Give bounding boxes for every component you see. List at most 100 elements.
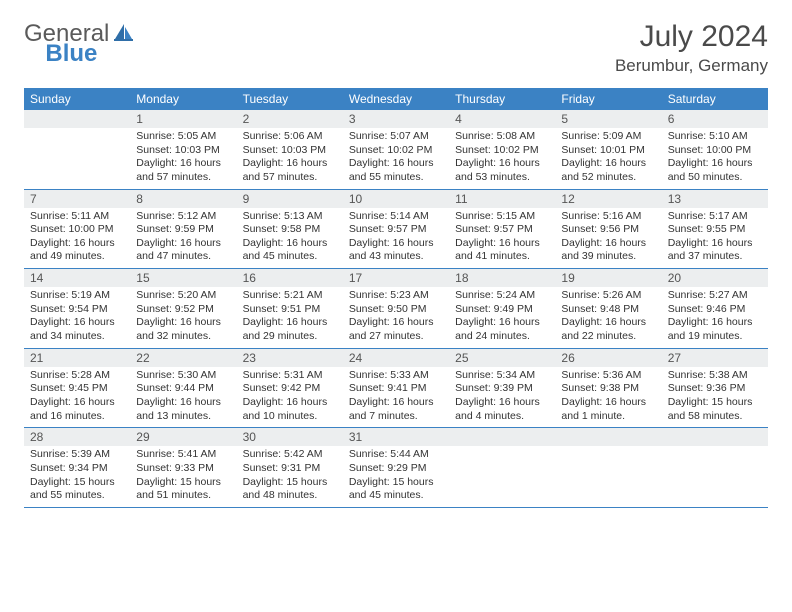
day-header: Sunday [24, 88, 130, 110]
day-details: Sunrise: 5:27 AMSunset: 9:46 PMDaylight:… [662, 287, 768, 348]
day-details: Sunrise: 5:08 AMSunset: 10:02 PMDaylight… [449, 128, 555, 189]
day-header: Tuesday [237, 88, 343, 110]
day-details: Sunrise: 5:30 AMSunset: 9:44 PMDaylight:… [130, 367, 236, 428]
sunrise-text: Sunrise: 5:21 AM [243, 289, 337, 303]
daylight-text: Daylight: 16 hours and 4 minutes. [455, 396, 549, 423]
daylight-text: Daylight: 16 hours and 39 minutes. [561, 237, 655, 264]
calendar-cell: 25Sunrise: 5:34 AMSunset: 9:39 PMDayligh… [449, 349, 555, 428]
sunset-text: Sunset: 9:45 PM [30, 382, 124, 396]
day-details: Sunrise: 5:12 AMSunset: 9:59 PMDaylight:… [130, 208, 236, 269]
daylight-text: Daylight: 16 hours and 1 minute. [561, 396, 655, 423]
day-number: 5 [555, 110, 661, 128]
day-number-empty [449, 428, 555, 446]
sunset-text: Sunset: 9:46 PM [668, 303, 762, 317]
sunrise-text: Sunrise: 5:19 AM [30, 289, 124, 303]
calendar-cell: 12Sunrise: 5:16 AMSunset: 9:56 PMDayligh… [555, 190, 661, 269]
day-number: 31 [343, 428, 449, 446]
daylight-text: Daylight: 16 hours and 13 minutes. [136, 396, 230, 423]
sunset-text: Sunset: 9:54 PM [30, 303, 124, 317]
sunrise-text: Sunrise: 5:11 AM [30, 210, 124, 224]
day-headers-row: Sunday Monday Tuesday Wednesday Thursday… [24, 88, 768, 110]
sunset-text: Sunset: 9:49 PM [455, 303, 549, 317]
daylight-text: Daylight: 16 hours and 27 minutes. [349, 316, 443, 343]
calendar-cell: 5Sunrise: 5:09 AMSunset: 10:01 PMDayligh… [555, 110, 661, 189]
calendar-cell: 16Sunrise: 5:21 AMSunset: 9:51 PMDayligh… [237, 269, 343, 348]
sunrise-text: Sunrise: 5:17 AM [668, 210, 762, 224]
calendar-cell: 29Sunrise: 5:41 AMSunset: 9:33 PMDayligh… [130, 428, 236, 507]
day-details: Sunrise: 5:39 AMSunset: 9:34 PMDaylight:… [24, 446, 130, 507]
sunset-text: Sunset: 9:29 PM [349, 462, 443, 476]
weeks-container: 1Sunrise: 5:05 AMSunset: 10:03 PMDayligh… [24, 110, 768, 508]
calendar-cell: 21Sunrise: 5:28 AMSunset: 9:45 PMDayligh… [24, 349, 130, 428]
sunrise-text: Sunrise: 5:08 AM [455, 130, 549, 144]
calendar-cell: 20Sunrise: 5:27 AMSunset: 9:46 PMDayligh… [662, 269, 768, 348]
day-details: Sunrise: 5:05 AMSunset: 10:03 PMDaylight… [130, 128, 236, 189]
sunrise-text: Sunrise: 5:30 AM [136, 369, 230, 383]
calendar-grid: Sunday Monday Tuesday Wednesday Thursday… [24, 88, 768, 508]
day-number: 10 [343, 190, 449, 208]
calendar-week: 14Sunrise: 5:19 AMSunset: 9:54 PMDayligh… [24, 269, 768, 349]
sunset-text: Sunset: 9:57 PM [349, 223, 443, 237]
daylight-text: Daylight: 16 hours and 53 minutes. [455, 157, 549, 184]
day-details: Sunrise: 5:06 AMSunset: 10:03 PMDaylight… [237, 128, 343, 189]
day-details: Sunrise: 5:38 AMSunset: 9:36 PMDaylight:… [662, 367, 768, 428]
sunrise-text: Sunrise: 5:09 AM [561, 130, 655, 144]
day-number: 1 [130, 110, 236, 128]
sunset-text: Sunset: 10:01 PM [561, 144, 655, 158]
day-details: Sunrise: 5:13 AMSunset: 9:58 PMDaylight:… [237, 208, 343, 269]
day-header: Monday [130, 88, 236, 110]
day-header: Saturday [662, 88, 768, 110]
calendar-cell: 8Sunrise: 5:12 AMSunset: 9:59 PMDaylight… [130, 190, 236, 269]
day-details: Sunrise: 5:09 AMSunset: 10:01 PMDaylight… [555, 128, 661, 189]
sunrise-text: Sunrise: 5:07 AM [349, 130, 443, 144]
day-number: 4 [449, 110, 555, 128]
calendar-cell: 15Sunrise: 5:20 AMSunset: 9:52 PMDayligh… [130, 269, 236, 348]
calendar-week: 1Sunrise: 5:05 AMSunset: 10:03 PMDayligh… [24, 110, 768, 190]
day-details: Sunrise: 5:41 AMSunset: 9:33 PMDaylight:… [130, 446, 236, 507]
daylight-text: Daylight: 15 hours and 51 minutes. [136, 476, 230, 503]
day-number: 24 [343, 349, 449, 367]
month-title: July 2024 [615, 20, 768, 54]
calendar-cell: 31Sunrise: 5:44 AMSunset: 9:29 PMDayligh… [343, 428, 449, 507]
daylight-text: Daylight: 16 hours and 16 minutes. [30, 396, 124, 423]
daylight-text: Daylight: 16 hours and 57 minutes. [136, 157, 230, 184]
day-number: 11 [449, 190, 555, 208]
day-number: 27 [662, 349, 768, 367]
daylight-text: Daylight: 15 hours and 55 minutes. [30, 476, 124, 503]
sunset-text: Sunset: 9:52 PM [136, 303, 230, 317]
daylight-text: Daylight: 16 hours and 52 minutes. [561, 157, 655, 184]
calendar-cell: 3Sunrise: 5:07 AMSunset: 10:02 PMDayligh… [343, 110, 449, 189]
sunset-text: Sunset: 9:48 PM [561, 303, 655, 317]
day-number: 20 [662, 269, 768, 287]
daylight-text: Daylight: 15 hours and 58 minutes. [668, 396, 762, 423]
daylight-text: Daylight: 15 hours and 48 minutes. [243, 476, 337, 503]
day-details: Sunrise: 5:15 AMSunset: 9:57 PMDaylight:… [449, 208, 555, 269]
calendar-cell [449, 428, 555, 507]
day-number: 15 [130, 269, 236, 287]
day-details: Sunrise: 5:23 AMSunset: 9:50 PMDaylight:… [343, 287, 449, 348]
day-details: Sunrise: 5:31 AMSunset: 9:42 PMDaylight:… [237, 367, 343, 428]
sunrise-text: Sunrise: 5:41 AM [136, 448, 230, 462]
day-header: Thursday [449, 88, 555, 110]
daylight-text: Daylight: 16 hours and 49 minutes. [30, 237, 124, 264]
day-number: 26 [555, 349, 661, 367]
calendar-cell: 11Sunrise: 5:15 AMSunset: 9:57 PMDayligh… [449, 190, 555, 269]
daylight-text: Daylight: 16 hours and 45 minutes. [243, 237, 337, 264]
calendar-week: 28Sunrise: 5:39 AMSunset: 9:34 PMDayligh… [24, 428, 768, 508]
calendar-cell: 27Sunrise: 5:38 AMSunset: 9:36 PMDayligh… [662, 349, 768, 428]
calendar-cell: 13Sunrise: 5:17 AMSunset: 9:55 PMDayligh… [662, 190, 768, 269]
day-details: Sunrise: 5:34 AMSunset: 9:39 PMDaylight:… [449, 367, 555, 428]
calendar-cell: 1Sunrise: 5:05 AMSunset: 10:03 PMDayligh… [130, 110, 236, 189]
sunset-text: Sunset: 10:03 PM [136, 144, 230, 158]
calendar-cell: 4Sunrise: 5:08 AMSunset: 10:02 PMDayligh… [449, 110, 555, 189]
sunrise-text: Sunrise: 5:23 AM [349, 289, 443, 303]
daylight-text: Daylight: 16 hours and 24 minutes. [455, 316, 549, 343]
sunset-text: Sunset: 9:44 PM [136, 382, 230, 396]
sunrise-text: Sunrise: 5:39 AM [30, 448, 124, 462]
sunset-text: Sunset: 10:02 PM [455, 144, 549, 158]
daylight-text: Daylight: 16 hours and 10 minutes. [243, 396, 337, 423]
sunset-text: Sunset: 9:50 PM [349, 303, 443, 317]
day-details: Sunrise: 5:26 AMSunset: 9:48 PMDaylight:… [555, 287, 661, 348]
day-number: 3 [343, 110, 449, 128]
day-details: Sunrise: 5:21 AMSunset: 9:51 PMDaylight:… [237, 287, 343, 348]
